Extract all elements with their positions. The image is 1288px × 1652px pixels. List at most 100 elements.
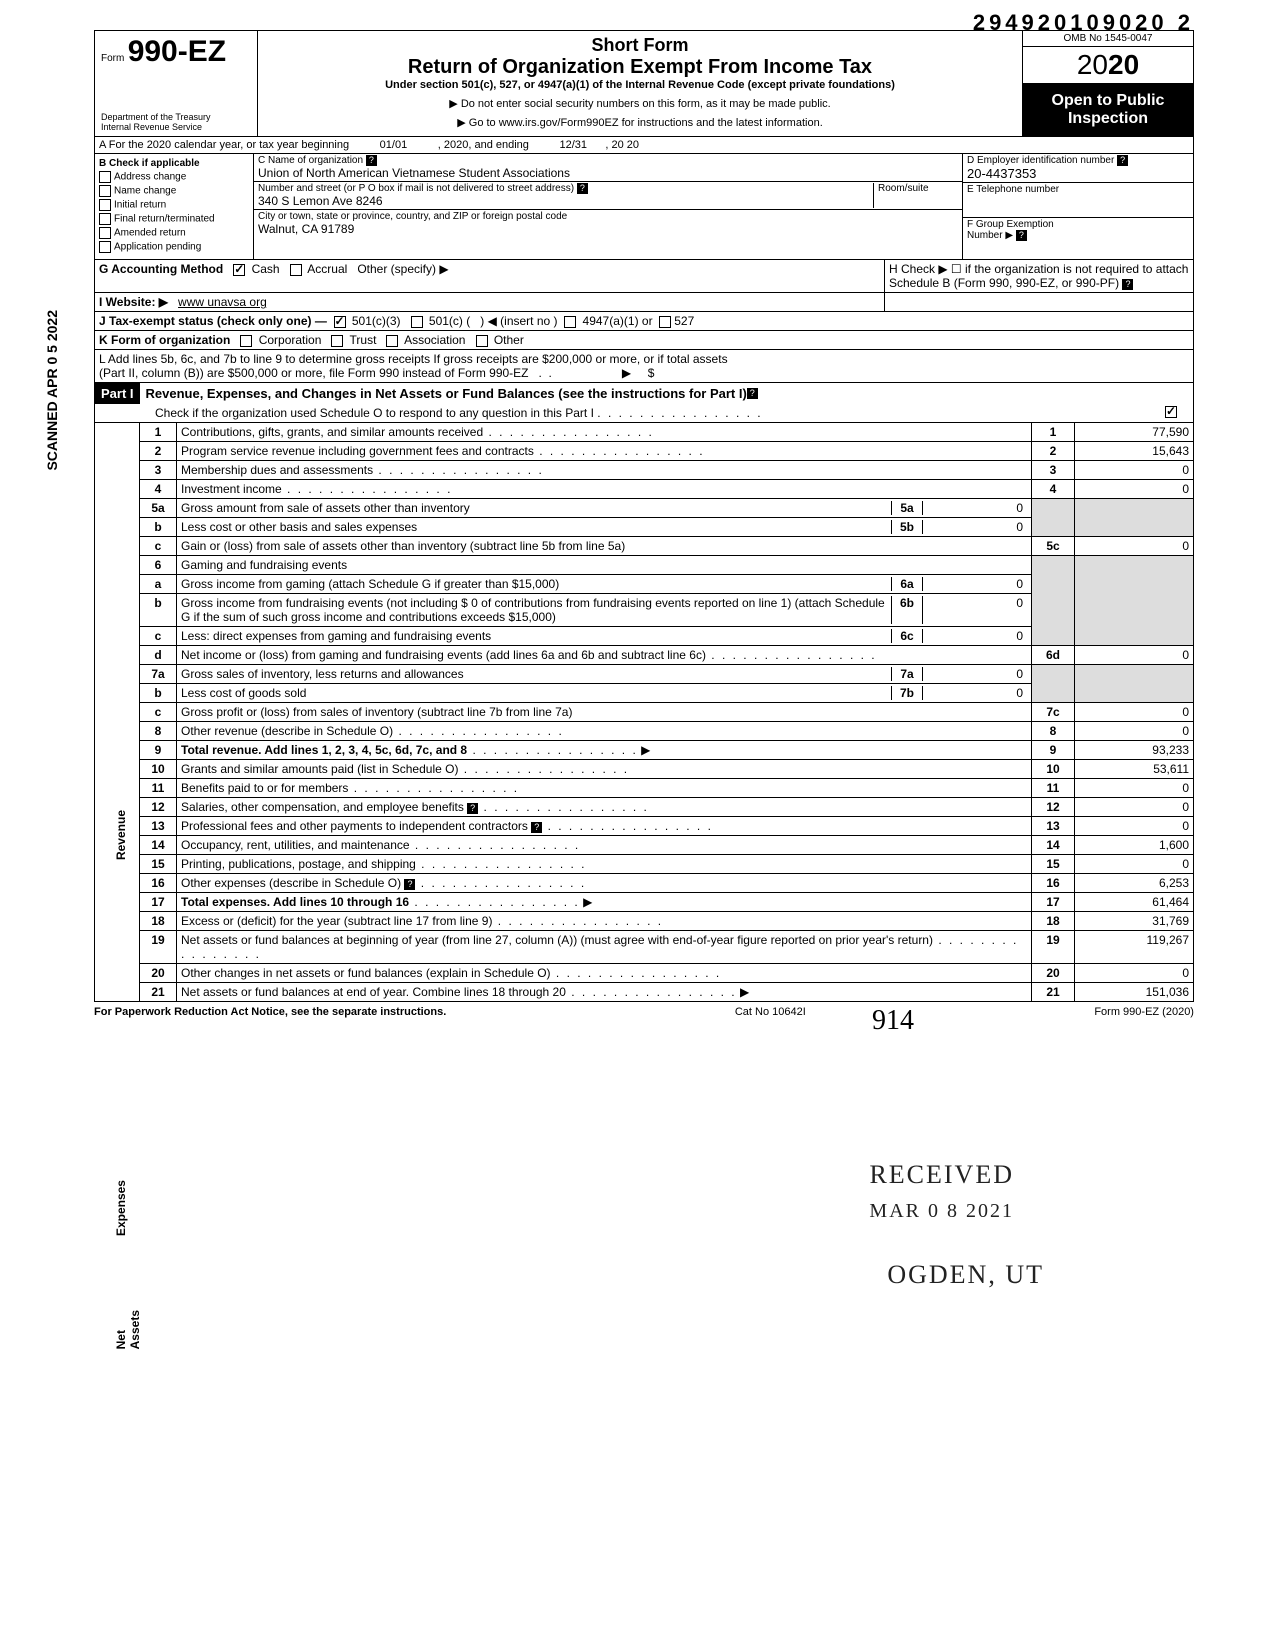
line-12-desc: Salaries, other compensation, and employ… — [181, 800, 464, 814]
part-1-header-row: Part I Revenue, Expenses, and Changes in… — [94, 383, 1194, 423]
line-5c-val: 0 — [1075, 537, 1194, 556]
line-21-val: 151,036 — [1075, 983, 1194, 1002]
dots — [597, 406, 762, 420]
checkbox-address-change[interactable] — [99, 171, 111, 183]
table-row: 6Gaming and fundraising events — [95, 556, 1194, 575]
box-c: C Name of organization ? Union of North … — [254, 154, 962, 259]
help-icon: ? — [404, 879, 415, 890]
box-d-e-f: D Employer identification number ? 20-44… — [962, 154, 1193, 259]
line-17-desc: Total expenses. Add lines 10 through 16 — [181, 895, 409, 909]
page-footer: For Paperwork Reduction Act Notice, see … — [94, 1002, 1194, 1022]
box-a-prefix: A For the 2020 calendar year, or tax yea… — [99, 139, 349, 151]
form-of-org-label: K Form of organization — [99, 333, 230, 347]
label-501c3: 501(c)(3) — [352, 314, 401, 328]
label-corporation: Corporation — [259, 333, 322, 347]
footer-left: For Paperwork Reduction Act Notice, see … — [94, 1006, 446, 1018]
row-i: I Website: ▶ www unavsa org — [94, 293, 1194, 312]
line-19-desc: Net assets or fund balances at beginning… — [181, 933, 933, 947]
line-5b-val: 0 — [922, 520, 1027, 534]
label-final-return: Final return/terminated — [114, 214, 215, 225]
checkbox-association[interactable] — [386, 335, 398, 347]
checkbox-501c3[interactable] — [334, 316, 346, 328]
line-14-desc: Occupancy, rent, utilities, and maintena… — [181, 838, 410, 852]
checkbox-corporation[interactable] — [240, 335, 252, 347]
line-5a-desc: Gross amount from sale of assets other t… — [181, 501, 470, 515]
phone-label: E Telephone number — [967, 184, 1059, 195]
checkbox-schedule-o[interactable] — [1165, 406, 1177, 418]
row-k: K Form of organization Corporation Trust… — [94, 331, 1194, 350]
irs-label: Internal Revenue Service — [101, 122, 251, 132]
group-exemption-number: Number ▶ — [967, 230, 1013, 241]
year-bold: 20 — [1108, 49, 1139, 80]
accounting-method-label: G Accounting Method — [99, 262, 223, 276]
schedule-o-check-text: Check if the organization used Schedule … — [155, 406, 594, 420]
open-to-public: Open to Public Inspection — [1023, 84, 1193, 136]
ssn-warning: ▶ Do not enter social security numbers o… — [262, 97, 1018, 110]
line-17-val: 61,464 — [1075, 893, 1194, 912]
label-insert-no: ) ◀ (insert no ) — [480, 314, 557, 328]
line-5c-desc: Gain or (loss) from sale of assets other… — [181, 539, 625, 553]
label-trust: Trust — [350, 333, 377, 347]
checkbox-527[interactable] — [659, 316, 671, 328]
box-a-mid: , 2020, and ending — [438, 139, 529, 151]
label-association: Association — [404, 333, 465, 347]
label-application-pending: Application pending — [114, 242, 201, 253]
table-row: 18Excess or (deficit) for the year (subt… — [95, 912, 1194, 931]
line-1-desc: Contributions, gifts, grants, and simila… — [181, 425, 483, 439]
netassets-section-label: Net Assets — [114, 1310, 142, 1349]
open-label-1: Open to Public — [1027, 92, 1189, 110]
checkbox-trust[interactable] — [331, 335, 343, 347]
box-h-text: H Check ▶ ☐ if the organization is not r… — [889, 262, 1188, 290]
table-row: bLess cost of goods sold7b0 — [95, 684, 1194, 703]
line-12-val: 0 — [1075, 798, 1194, 817]
help-icon: ? — [531, 822, 542, 833]
help-icon: ? — [577, 183, 588, 194]
tax-year: 2020 — [1023, 47, 1193, 84]
org-city: Walnut, CA 91789 — [258, 222, 354, 236]
checkbox-accrual[interactable] — [290, 264, 302, 276]
checkbox-final-return[interactable] — [99, 213, 111, 225]
handwritten-note: 914 — [872, 1005, 914, 1037]
label-address-change: Address change — [114, 172, 186, 183]
line-14-val: 1,600 — [1075, 836, 1194, 855]
box-b: B Check if applicable Address change Nam… — [95, 154, 254, 259]
line-3-desc: Membership dues and assessments — [181, 463, 373, 477]
line-7b-desc: Less cost of goods sold — [181, 686, 306, 700]
checkbox-other-org[interactable] — [476, 335, 488, 347]
part-1-title: Revenue, Expenses, and Changes in Net As… — [140, 386, 747, 401]
line-7a-val: 0 — [922, 667, 1027, 681]
tax-year-end: 12/31 — [559, 139, 587, 151]
label-501c: 501(c) ( — [429, 314, 470, 328]
checkbox-name-change[interactable] — [99, 185, 111, 197]
table-row: 4Investment income40 — [95, 480, 1194, 499]
help-icon: ? — [1122, 279, 1133, 290]
line-10-val: 53,611 — [1075, 760, 1194, 779]
checkbox-initial-return[interactable] — [99, 199, 111, 211]
table-row: 5aGross amount from sale of assets other… — [95, 499, 1194, 518]
checkbox-cash[interactable] — [233, 264, 245, 276]
line-18-val: 31,769 — [1075, 912, 1194, 931]
help-icon: ? — [467, 803, 478, 814]
line-7a-desc: Gross sales of inventory, less returns a… — [181, 667, 464, 681]
line-20-desc: Other changes in net assets or fund bala… — [181, 966, 551, 980]
return-title: Return of Organization Exempt From Incom… — [262, 56, 1018, 79]
checkbox-application-pending[interactable] — [99, 241, 111, 253]
website-label: I Website: ▶ — [99, 295, 168, 309]
ogden-stamp: OGDEN, UT — [887, 1260, 1044, 1290]
line-20-val: 0 — [1075, 964, 1194, 983]
line-9-desc: Total revenue. Add lines 1, 2, 3, 4, 5c,… — [181, 743, 467, 757]
help-icon: ? — [747, 388, 758, 399]
org-address: 340 S Lemon Ave 8246 — [258, 194, 383, 208]
line-6a-val: 0 — [922, 577, 1027, 591]
label-amended-return: Amended return — [114, 228, 186, 239]
checkbox-4947[interactable] — [564, 316, 576, 328]
row-g-h: G Accounting Method Cash Accrual Other (… — [94, 260, 1194, 293]
line-5a-val: 0 — [922, 501, 1027, 515]
line-1-val: 77,590 — [1075, 423, 1194, 442]
box-l-line1: L Add lines 5b, 6c, and 7b to line 9 to … — [99, 352, 728, 366]
table-row: 2Program service revenue including gover… — [95, 442, 1194, 461]
line-6b-desc: Gross income from fundraising events (no… — [181, 596, 885, 624]
checkbox-501c[interactable] — [411, 316, 423, 328]
checkbox-amended-return[interactable] — [99, 227, 111, 239]
line-19-val: 119,267 — [1075, 931, 1194, 964]
